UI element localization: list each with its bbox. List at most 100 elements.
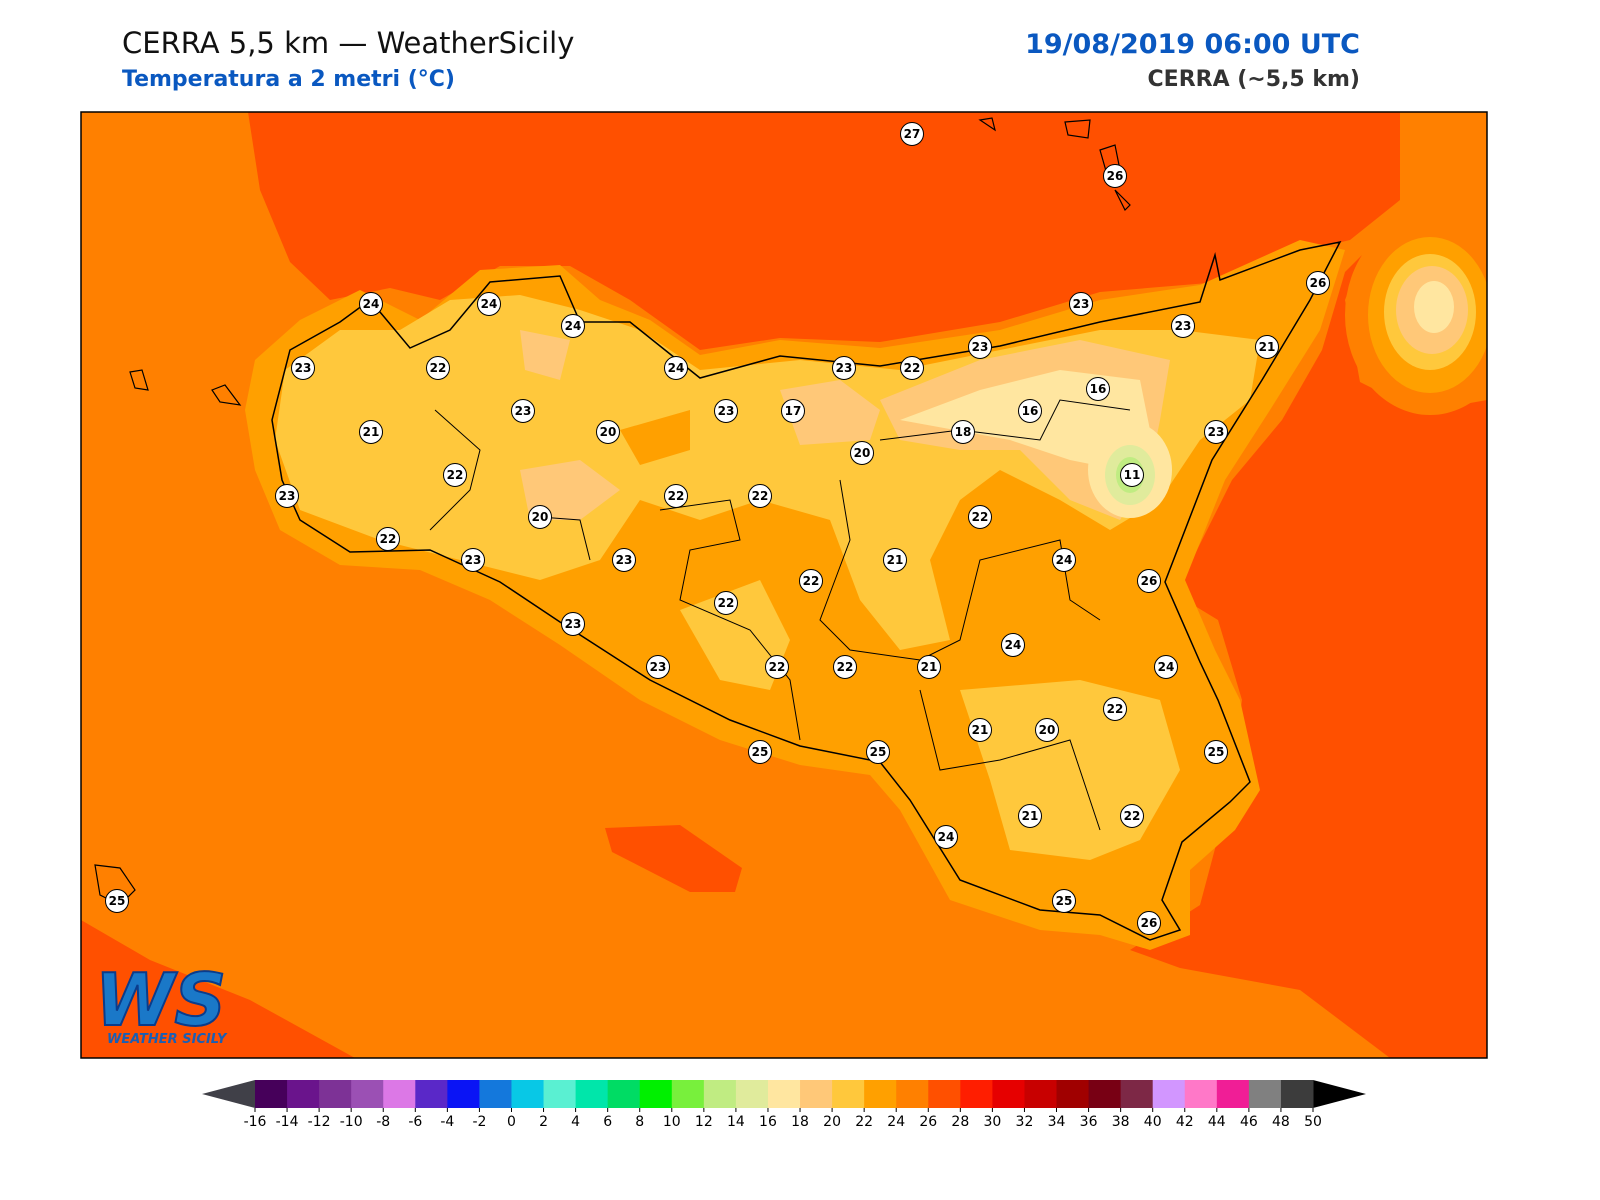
station-value: 22 — [803, 574, 820, 588]
station-value: 22 — [1124, 809, 1141, 823]
station-value: 22 — [718, 596, 735, 610]
station-value: 24 — [1005, 638, 1022, 652]
colorbar-segment — [1216, 1080, 1250, 1108]
station-marker — [1255, 335, 1279, 359]
colorbar-tick-label: -6 — [408, 1114, 422, 1130]
title: CERRA 5,5 km — WeatherSicily — [122, 26, 574, 60]
station-value: 18 — [955, 425, 972, 439]
colorbar-tick-label: 42 — [1176, 1114, 1194, 1130]
colorbar-tick-label: -14 — [276, 1114, 299, 1130]
station-value: 20 — [600, 425, 617, 439]
colorbar-tick-label: 40 — [1144, 1114, 1162, 1130]
station-marker — [748, 484, 772, 508]
logo-text: WEATHER SICILY — [107, 1032, 228, 1047]
colorbar-segment — [1152, 1080, 1186, 1108]
colorbar-tick-label: 0 — [507, 1114, 516, 1130]
station-value: 24 — [1056, 553, 1073, 567]
colorbar-over — [1313, 1080, 1366, 1108]
colorbar-segment — [703, 1080, 737, 1108]
station-value: 24 — [938, 830, 955, 844]
station-marker — [596, 420, 620, 444]
logo-mark: WS — [95, 958, 226, 1042]
station-marker — [1137, 569, 1161, 593]
station-value: 23 — [279, 489, 296, 503]
colorbar-segment — [511, 1080, 545, 1108]
station-marker — [376, 527, 400, 551]
station-marker — [528, 505, 552, 529]
colorbar-tick-label: 18 — [791, 1114, 809, 1130]
station-marker — [968, 505, 992, 529]
station-marker — [833, 655, 857, 679]
station-value: 23 — [972, 340, 989, 354]
station-marker — [1035, 718, 1059, 742]
station-value: 22 — [447, 468, 464, 482]
station-marker — [105, 889, 129, 913]
station-marker — [664, 484, 688, 508]
colorbar-segment — [319, 1080, 352, 1108]
station-marker — [1204, 740, 1228, 764]
station-marker — [765, 655, 789, 679]
station-marker — [1018, 399, 1042, 423]
colorbar-segment — [287, 1080, 320, 1108]
station-marker — [1001, 633, 1025, 657]
station-marker — [1086, 377, 1110, 401]
station-marker — [1171, 314, 1195, 338]
colorbar-segment — [1184, 1080, 1218, 1108]
colorbar-tick-label: 34 — [1048, 1114, 1066, 1130]
colorbar-tick-label: 46 — [1240, 1114, 1258, 1130]
colorbar-segment — [864, 1080, 897, 1108]
station-value: 25 — [870, 745, 887, 759]
station-marker — [850, 441, 874, 465]
station-value: 23 — [1175, 319, 1192, 333]
colorbar-tick-label: 20 — [823, 1114, 841, 1130]
station-marker — [1103, 697, 1127, 721]
colorbar-tick-label: -4 — [440, 1114, 454, 1130]
colorbar-segment — [1248, 1080, 1282, 1108]
station-value: 16 — [1090, 382, 1107, 396]
colorbar-tick-label: 32 — [1016, 1114, 1034, 1130]
colorbar-segment — [383, 1080, 416, 1108]
station-value: 23 — [565, 617, 582, 631]
colorbar-segment — [639, 1080, 673, 1108]
station-marker — [917, 655, 941, 679]
colorbar-tick-label: 36 — [1080, 1114, 1098, 1130]
station-value: 24 — [565, 319, 582, 333]
colorbar-tick-label: 28 — [951, 1114, 969, 1130]
station-value: 16 — [1022, 404, 1039, 418]
station-value: 23 — [295, 361, 312, 375]
station-marker — [291, 356, 315, 380]
station-value: 22 — [837, 660, 854, 674]
station-marker — [799, 569, 823, 593]
station-value: 22 — [972, 510, 989, 524]
station-marker — [461, 548, 485, 572]
station-value: 25 — [752, 745, 769, 759]
station-value: 23 — [465, 553, 482, 567]
datetime: 19/08/2019 06:00 UTC — [1025, 29, 1360, 60]
colorbar-tick-label: -2 — [472, 1114, 486, 1130]
station-marker — [561, 612, 585, 636]
station-value: 21 — [1022, 809, 1039, 823]
colorbar-segment — [735, 1080, 769, 1108]
station-marker — [561, 314, 585, 338]
station-marker — [900, 356, 924, 380]
colorbar-tick-label: 44 — [1208, 1114, 1226, 1130]
station-value: 22 — [430, 361, 447, 375]
colorbar-tick-label: 30 — [983, 1114, 1001, 1130]
colorbar-tick-label: 38 — [1112, 1114, 1130, 1130]
station-marker — [1137, 911, 1161, 935]
station-value: 23 — [616, 553, 633, 567]
colorbar-segment — [671, 1080, 705, 1108]
model: CERRA (~5,5 km) — [1148, 67, 1360, 92]
station-marker — [1018, 804, 1042, 828]
stations: 27 26 26 24 24 24 23 23 21 23 22 24 23 22 23 16 23 23 17 16… — [105, 122, 1330, 935]
station-marker — [883, 548, 907, 572]
station-marker — [359, 420, 383, 444]
map-frame — [80, 111, 1488, 1059]
station-value: 20 — [1039, 723, 1056, 737]
station-value: 21 — [887, 553, 904, 567]
colorbar: -16 -14 -12 -10 -8 -6 -4 -2 0 2 4 6 8 10 12 14 16 18 20 22 2… — [202, 1080, 1366, 1130]
station-value: 26 — [1141, 916, 1158, 930]
station-value: 21 — [972, 723, 989, 737]
map-field — [81, 112, 1487, 1058]
station-value: 26 — [1141, 574, 1158, 588]
